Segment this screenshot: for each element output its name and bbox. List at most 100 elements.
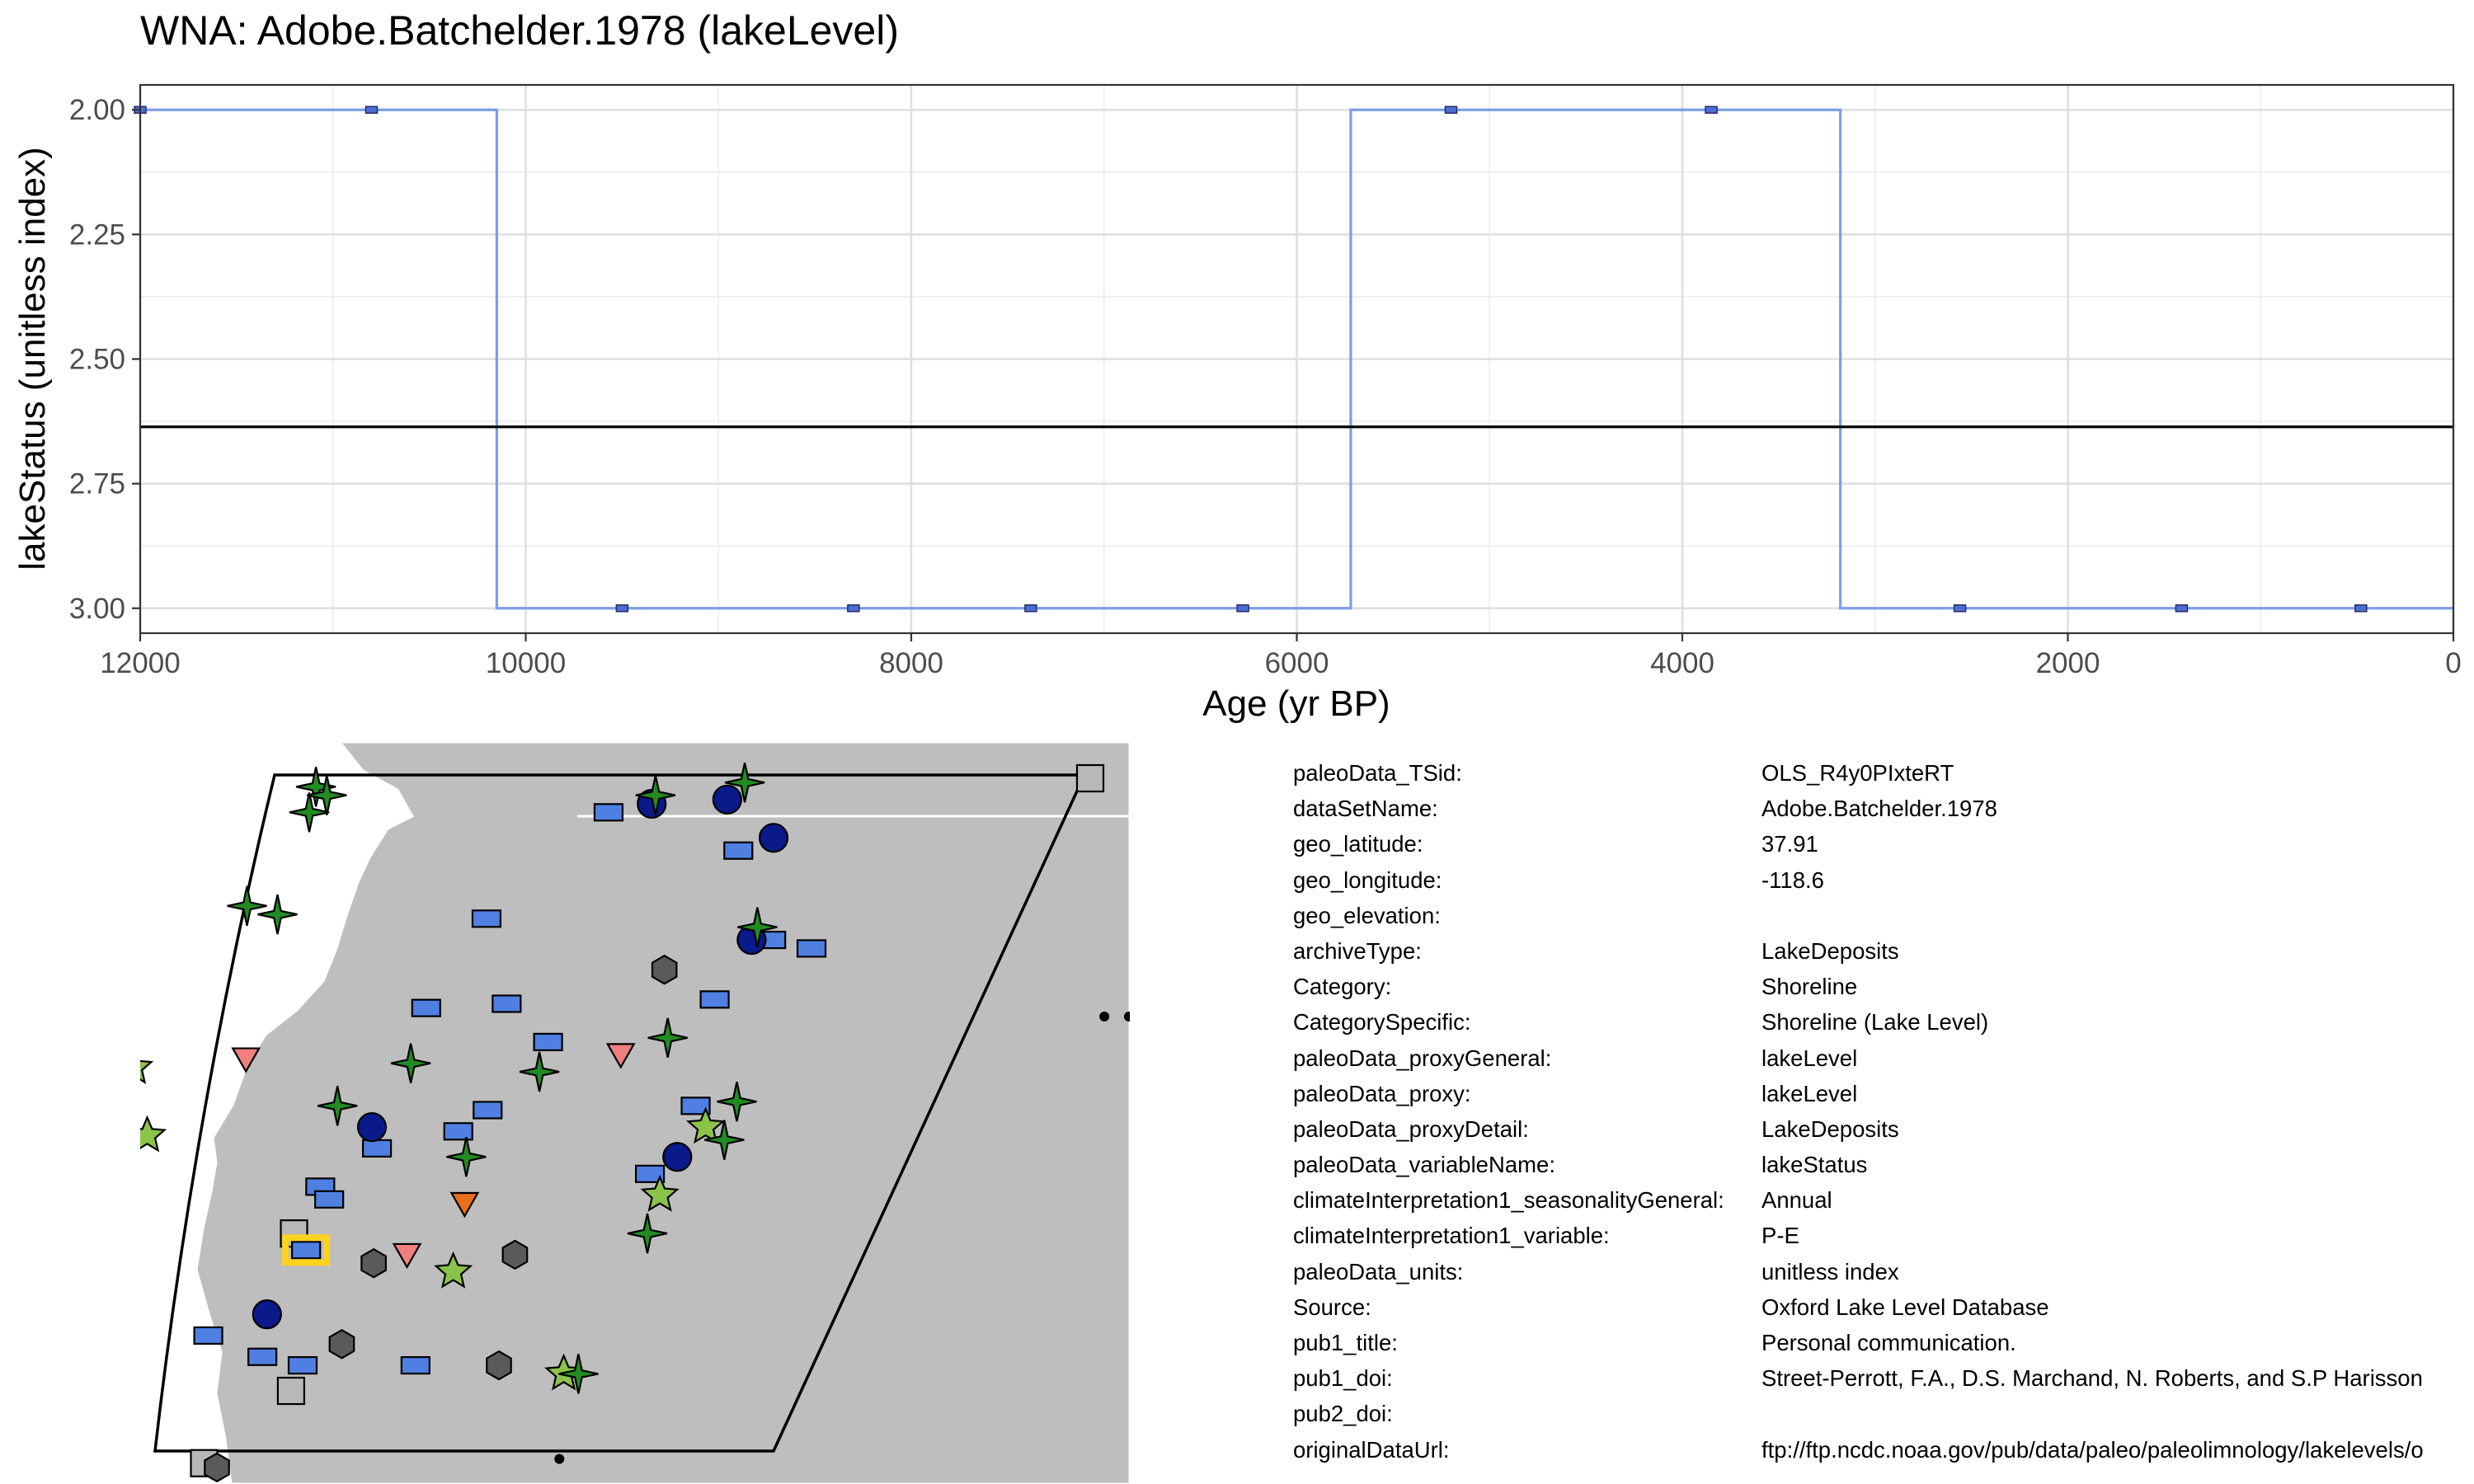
- y-tick-label: 2.50: [69, 344, 125, 376]
- metadata-value: Street-Perrott, F.A., D.S. Marchand, N. …: [1761, 1365, 2423, 1392]
- site-marker-dot: [1150, 1020, 1155, 1030]
- metadata-key: paleoData_units:: [1293, 1258, 1464, 1284]
- site-marker-square: [1075, 763, 1105, 793]
- site-marker-rect: [400, 1355, 430, 1375]
- metadata-key: pub1_doi:: [1293, 1365, 1393, 1392]
- metadata-row: geo_latitude: 37.91: [1293, 831, 2474, 866]
- metadata-key: Category:: [1293, 974, 1392, 1000]
- site-marker-star5: [640, 1174, 680, 1212]
- site-marker-star4: [717, 1081, 757, 1122]
- data-point: [847, 604, 860, 613]
- metadata-key: pub2_doi:: [1293, 1401, 1393, 1427]
- metadata-value: unitless index: [1761, 1258, 1899, 1284]
- metadata-value: Adobe.Batchelder.1978: [1761, 796, 1997, 822]
- site-marker-triangle: [605, 1043, 636, 1069]
- site-marker-square: [276, 1376, 305, 1406]
- data-point: [1705, 106, 1718, 114]
- time-series-plot: 12000 10000 8000 6000 4000 2000 0 2.00 2.25 2.50 2…: [12, 83, 2462, 724]
- metadata-row: paleoData_variableName: lakeStatus: [1293, 1152, 2474, 1187]
- metadata-value: 37.91: [1761, 831, 1818, 857]
- metadata-key: geo_longitude:: [1293, 866, 1442, 893]
- land-area: [195, 742, 1130, 1484]
- metadata-value: LakeDeposits: [1761, 1115, 1899, 1142]
- site-marker-rect: [287, 1355, 318, 1375]
- x-tick-label: 6000: [1265, 647, 1329, 679]
- lake-status-step-line: [140, 108, 2453, 610]
- metadata-row: originalDataUrl: ftp://ftp.ncdc.noaa.gov/…: [1293, 1437, 2474, 1472]
- site-marker-rect: [680, 1097, 711, 1115]
- site-marker-star5: [686, 1106, 726, 1144]
- x-tick-label: 4000: [1650, 647, 1714, 679]
- metadata-key: originalDataUrl:: [1293, 1436, 1450, 1463]
- site-marker-star4: [227, 885, 267, 927]
- metadata-row: pub2_doi:: [1293, 1401, 2474, 1436]
- metadata-row: archiveType: LakeDeposits: [1293, 938, 2474, 974]
- site-marker-circle: [356, 1112, 388, 1143]
- map-sites: [84, 762, 1155, 1483]
- data-point: [2354, 604, 2368, 613]
- site-marker-rect: [473, 1101, 503, 1120]
- metadata-row: paleoData_units: unitless index: [1293, 1259, 2474, 1294]
- metadata-row: Category: Shoreline: [1293, 974, 2474, 1009]
- site-marker-star4: [627, 1213, 668, 1254]
- site-marker-star5: [140, 1115, 167, 1153]
- site-marker-rect: [533, 1032, 563, 1052]
- site-marker-triangle: [392, 1242, 422, 1270]
- site-marker-rect: [314, 1190, 345, 1209]
- site-marker-rect: [699, 990, 730, 1009]
- metadata-row: paleoData_proxyDetail: LakeDeposits: [1293, 1116, 2474, 1152]
- site-marker-triangle: [231, 1047, 261, 1073]
- y-axis-label: lakeStatus (unitless index): [12, 147, 53, 571]
- site-marker-star4: [647, 1017, 688, 1059]
- site-marker-star4: [724, 762, 765, 803]
- data-point: [2175, 604, 2189, 613]
- site-marker-rect: [411, 998, 441, 1017]
- site-marker-rect: [443, 1122, 473, 1141]
- site-marker-hex: [501, 1239, 529, 1270]
- metadata-row: climateInterpretation1_variable: P-E: [1293, 1223, 2474, 1258]
- chart-title: WNA: Adobe.Batchelder.1978 (lakeLevel): [140, 7, 899, 54]
- metadata-panel: paleoData_TSid: OLS_R4y0PIxteRT dataSetNam…: [1293, 760, 2474, 1472]
- metadata-row: pub1_doi: Street-Perrott, F.A., D.S. Marc…: [1293, 1365, 2474, 1401]
- metadata-row: geo_longitude: -118.6: [1293, 867, 2474, 903]
- metadata-key: paleoData_proxyDetail:: [1293, 1115, 1529, 1142]
- x-tick-label: 12000: [100, 647, 180, 679]
- plot-axes: 12000 10000 8000 6000 4000 2000 0 2.00 2.25 2.50 2…: [69, 94, 2462, 679]
- metadata-value: lakeLevel: [1761, 1045, 1858, 1071]
- metadata-value: OLS_R4y0PIxteRT: [1761, 760, 1954, 786]
- site-marker-triangle: [449, 1191, 480, 1219]
- site-marker-square: [84, 1437, 111, 1463]
- site-marker-star4: [317, 1086, 358, 1126]
- data-point: [615, 604, 629, 613]
- y-tick-label: 2.75: [69, 468, 125, 500]
- site-marker-dot: [554, 1453, 565, 1464]
- site-marker-rect: [593, 803, 624, 822]
- site-marker-star4: [635, 775, 676, 815]
- site-map: [84, 742, 1155, 1484]
- data-point: [1953, 604, 1967, 613]
- y-tick-label: 2.25: [69, 218, 125, 251]
- site-marker-rect: [471, 909, 502, 928]
- data-point: [1024, 604, 1037, 613]
- metadata-key: paleoData_TSid:: [1293, 760, 1462, 786]
- metadata-key: geo_elevation:: [1293, 902, 1441, 928]
- metadata-key: CategorySpecific:: [1293, 1009, 1471, 1036]
- metadata-key: archiveType:: [1293, 937, 1422, 964]
- site-marker-dot: [1099, 1011, 1110, 1021]
- metadata-key: paleoData_variableName:: [1293, 1152, 1555, 1178]
- site-marker-rect: [796, 939, 827, 958]
- metadata-row: pub1_title: Personal communication.: [1293, 1330, 2474, 1365]
- site-marker-hex: [204, 1452, 230, 1483]
- metadata-value: lakeStatus: [1761, 1152, 1868, 1178]
- site-marker-star4: [257, 894, 298, 935]
- site-marker-rect: [492, 994, 522, 1013]
- site-marker-star4: [519, 1051, 560, 1092]
- metadata-key: climateInterpretation1_seasonalityGenera…: [1293, 1187, 1724, 1214]
- site-marker-circle: [758, 823, 789, 853]
- site-marker-hex: [651, 954, 678, 985]
- metadata-row: paleoData_proxy: lakeLevel: [1293, 1081, 2474, 1116]
- site-marker-hex: [486, 1350, 512, 1381]
- site-marker-circle: [662, 1142, 693, 1172]
- site-marker-rect: [362, 1139, 393, 1158]
- site-marker-dot: [1123, 1011, 1130, 1021]
